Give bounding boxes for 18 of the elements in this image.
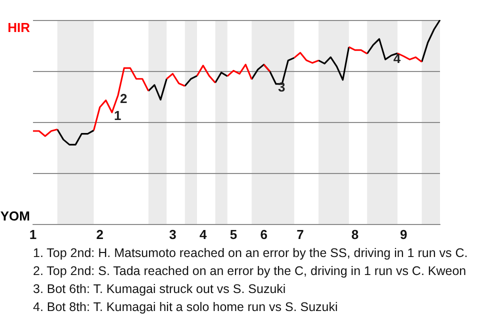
annotation: 1 (114, 108, 122, 123)
annotation: 2 (120, 90, 128, 106)
annotation: 4 (393, 50, 402, 66)
x-tick-label: 3 (169, 226, 176, 242)
text: 2. Top 2nd: S. Tada reached on an error by the C, driving in 1 run vs C. Kweon (33, 263, 468, 280)
x-tick-label: 2 (96, 226, 104, 242)
text: HIR (8, 20, 31, 36)
text: 4. Bot 8th: T. Kumagai hit a solo home run vs S. Suzuki (33, 299, 339, 316)
x-tick-label: 5 (230, 226, 238, 242)
text: 3. Bot 6th: T. Kumagai struck out vs S. Suzuki (33, 281, 287, 298)
text: YOM (0, 208, 30, 224)
text: 1. Top 2nd: H. Matsumoto reached on an error by the SS, driving in 1 run vs C. (33, 245, 468, 262)
x-tick-label: 4 (199, 226, 208, 242)
x-tick-label: 6 (260, 226, 268, 242)
x-tick-label: 9 (400, 226, 408, 242)
x-tick-label: 8 (351, 226, 359, 242)
x-tick-label: 1 (29, 226, 37, 242)
x-tick-label: 7 (296, 226, 304, 242)
